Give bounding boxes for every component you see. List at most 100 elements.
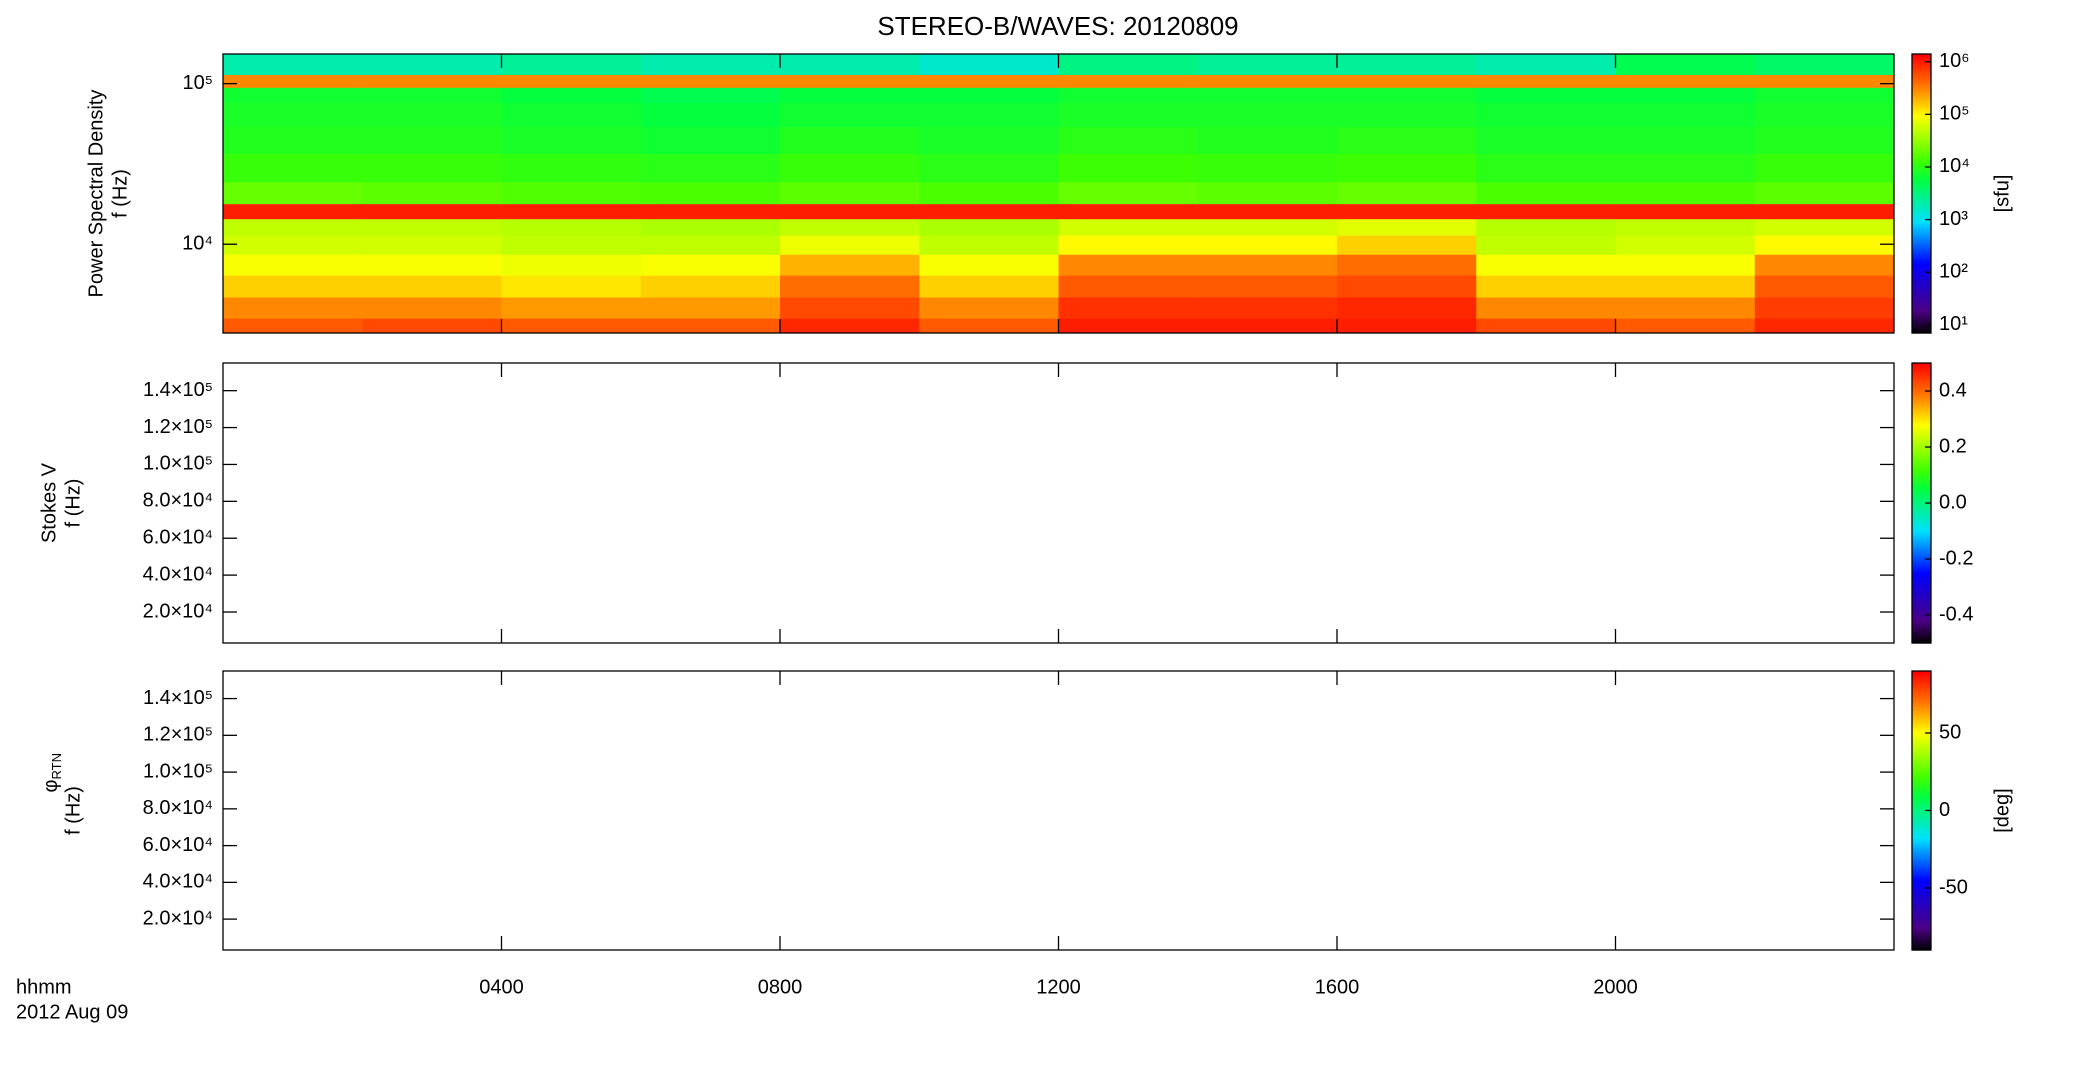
colorbar-segment (1912, 824, 1931, 828)
colorbar-segment (1912, 305, 1931, 309)
colorbar-segment (1912, 570, 1931, 574)
heatmap-cell (1476, 275, 1616, 298)
y-tick-label: 8.0×10⁴ (143, 797, 213, 819)
heatmap-cell (1337, 235, 1477, 255)
heatmap-cell (1754, 102, 1895, 128)
colorbar-segment (1912, 591, 1931, 595)
heatmap-cell (501, 203, 642, 220)
colorbar-segment (1912, 903, 1931, 907)
plot-frame (222, 670, 1895, 951)
colorbar-segment (1912, 729, 1931, 733)
colorbar-segment (1912, 791, 1931, 795)
colorbar-segment (1912, 866, 1931, 870)
x-axis-label: hhmm (16, 976, 72, 998)
colorbar-segment (1912, 898, 1931, 902)
colorbar-segment (1912, 249, 1931, 253)
heatmap-cell (919, 218, 1059, 236)
colorbar-segment (1912, 381, 1931, 385)
colorbar-segment (1912, 789, 1931, 793)
colorbar-segment (1912, 566, 1931, 569)
y-tick-label: 6.0×10⁴ (143, 527, 213, 549)
colorbar-segment (1912, 531, 1931, 534)
colorbar-segment (1912, 503, 1931, 506)
heatmap-cell (1337, 203, 1477, 220)
colorbar-segment (1912, 181, 1931, 185)
colorbar-segment (1912, 782, 1931, 786)
colorbar-segment (1912, 549, 1931, 553)
colorbar-segment (1912, 130, 1931, 134)
colorbar-segment (1912, 754, 1931, 758)
colorbar-segment (1912, 142, 1931, 146)
heatmap-cell (1615, 297, 1756, 319)
colorbar-segment (1912, 915, 1931, 919)
heatmap-cell (1754, 297, 1895, 319)
heatmap-cell (1615, 153, 1756, 183)
heatmap-cell (1337, 54, 1477, 76)
colorbar-segment (1912, 160, 1931, 164)
colorbar-segment (1912, 330, 1931, 334)
colorbar-segment (1912, 745, 1931, 749)
heatmap-cell (501, 235, 642, 255)
colorbar-segment (1912, 405, 1931, 408)
heatmap-cell (1197, 54, 1338, 76)
heatmap-cell (919, 74, 1059, 88)
colorbar-segment (1912, 777, 1931, 781)
colorbar-segment (1912, 829, 1931, 833)
heatmap-cell (1615, 102, 1756, 128)
colorbar-segment (1912, 149, 1931, 153)
colorbar-segment (1912, 843, 1931, 846)
colorbar-segment (1912, 284, 1931, 288)
heatmap-cell (501, 126, 642, 154)
colorbar-segment (1912, 484, 1931, 488)
colorbar-segment (1912, 822, 1931, 826)
colorbar-segment (1912, 88, 1931, 92)
colorbar-segment (1912, 738, 1931, 742)
heatmap-cell (1197, 153, 1338, 183)
colorbar-segment (1912, 629, 1931, 632)
heatmap-cell (1615, 126, 1756, 154)
colorbar-segment (1912, 191, 1931, 195)
colorbar-segment (1912, 447, 1931, 450)
colorbar-segment (1912, 584, 1931, 588)
colorbar-segment (1912, 757, 1931, 760)
colorbar-segment (1912, 258, 1931, 262)
colorbar-segment (1912, 877, 1931, 881)
colorbar-segment (1912, 300, 1931, 304)
colorbar-segment (1912, 684, 1931, 688)
colorbar-segment (1912, 170, 1931, 174)
colorbar-segment (1912, 228, 1931, 232)
heatmap-cell (1337, 126, 1477, 154)
heatmap-cell (1476, 153, 1616, 183)
colorbar-segment (1912, 307, 1931, 311)
heatmap-cell (1337, 318, 1477, 334)
heatmap-cell (362, 218, 502, 236)
colorbar-segment (1912, 391, 1931, 394)
colorbar-segment (1912, 421, 1931, 425)
heatmap-cell (1615, 254, 1756, 276)
colorbar-segment (1912, 924, 1931, 928)
colorbar-segment (1912, 263, 1931, 267)
heatmap-cell (640, 181, 781, 205)
y-tick-label: 2.0×10⁴ (143, 600, 213, 622)
y-axis-label: Power Spectral Density (85, 90, 107, 298)
colorbar-segment (1912, 775, 1931, 779)
colorbar-segment (1912, 121, 1931, 125)
heatmap-cell (1615, 318, 1756, 334)
heatmap-cell (1337, 218, 1477, 236)
heatmap-cell (1754, 153, 1895, 183)
colorbar-segment (1912, 370, 1931, 373)
heatmap-cell (362, 235, 502, 255)
colorbar-segment (1912, 242, 1931, 246)
colorbar-segment (1912, 158, 1931, 162)
colorbar-segment (1912, 603, 1931, 607)
heatmap-cell (1476, 74, 1616, 88)
heatmap-cell (501, 254, 642, 276)
colorbar-segment (1912, 398, 1931, 401)
colorbar-segment (1912, 209, 1931, 213)
colorbar-segment (1912, 223, 1931, 227)
colorbar-segment (1912, 870, 1931, 874)
colorbar-segment (1912, 712, 1931, 716)
colorbar-segment (1912, 135, 1931, 139)
colorbar-segment (1912, 465, 1931, 469)
x-tick-label: 2000 (1593, 976, 1638, 998)
